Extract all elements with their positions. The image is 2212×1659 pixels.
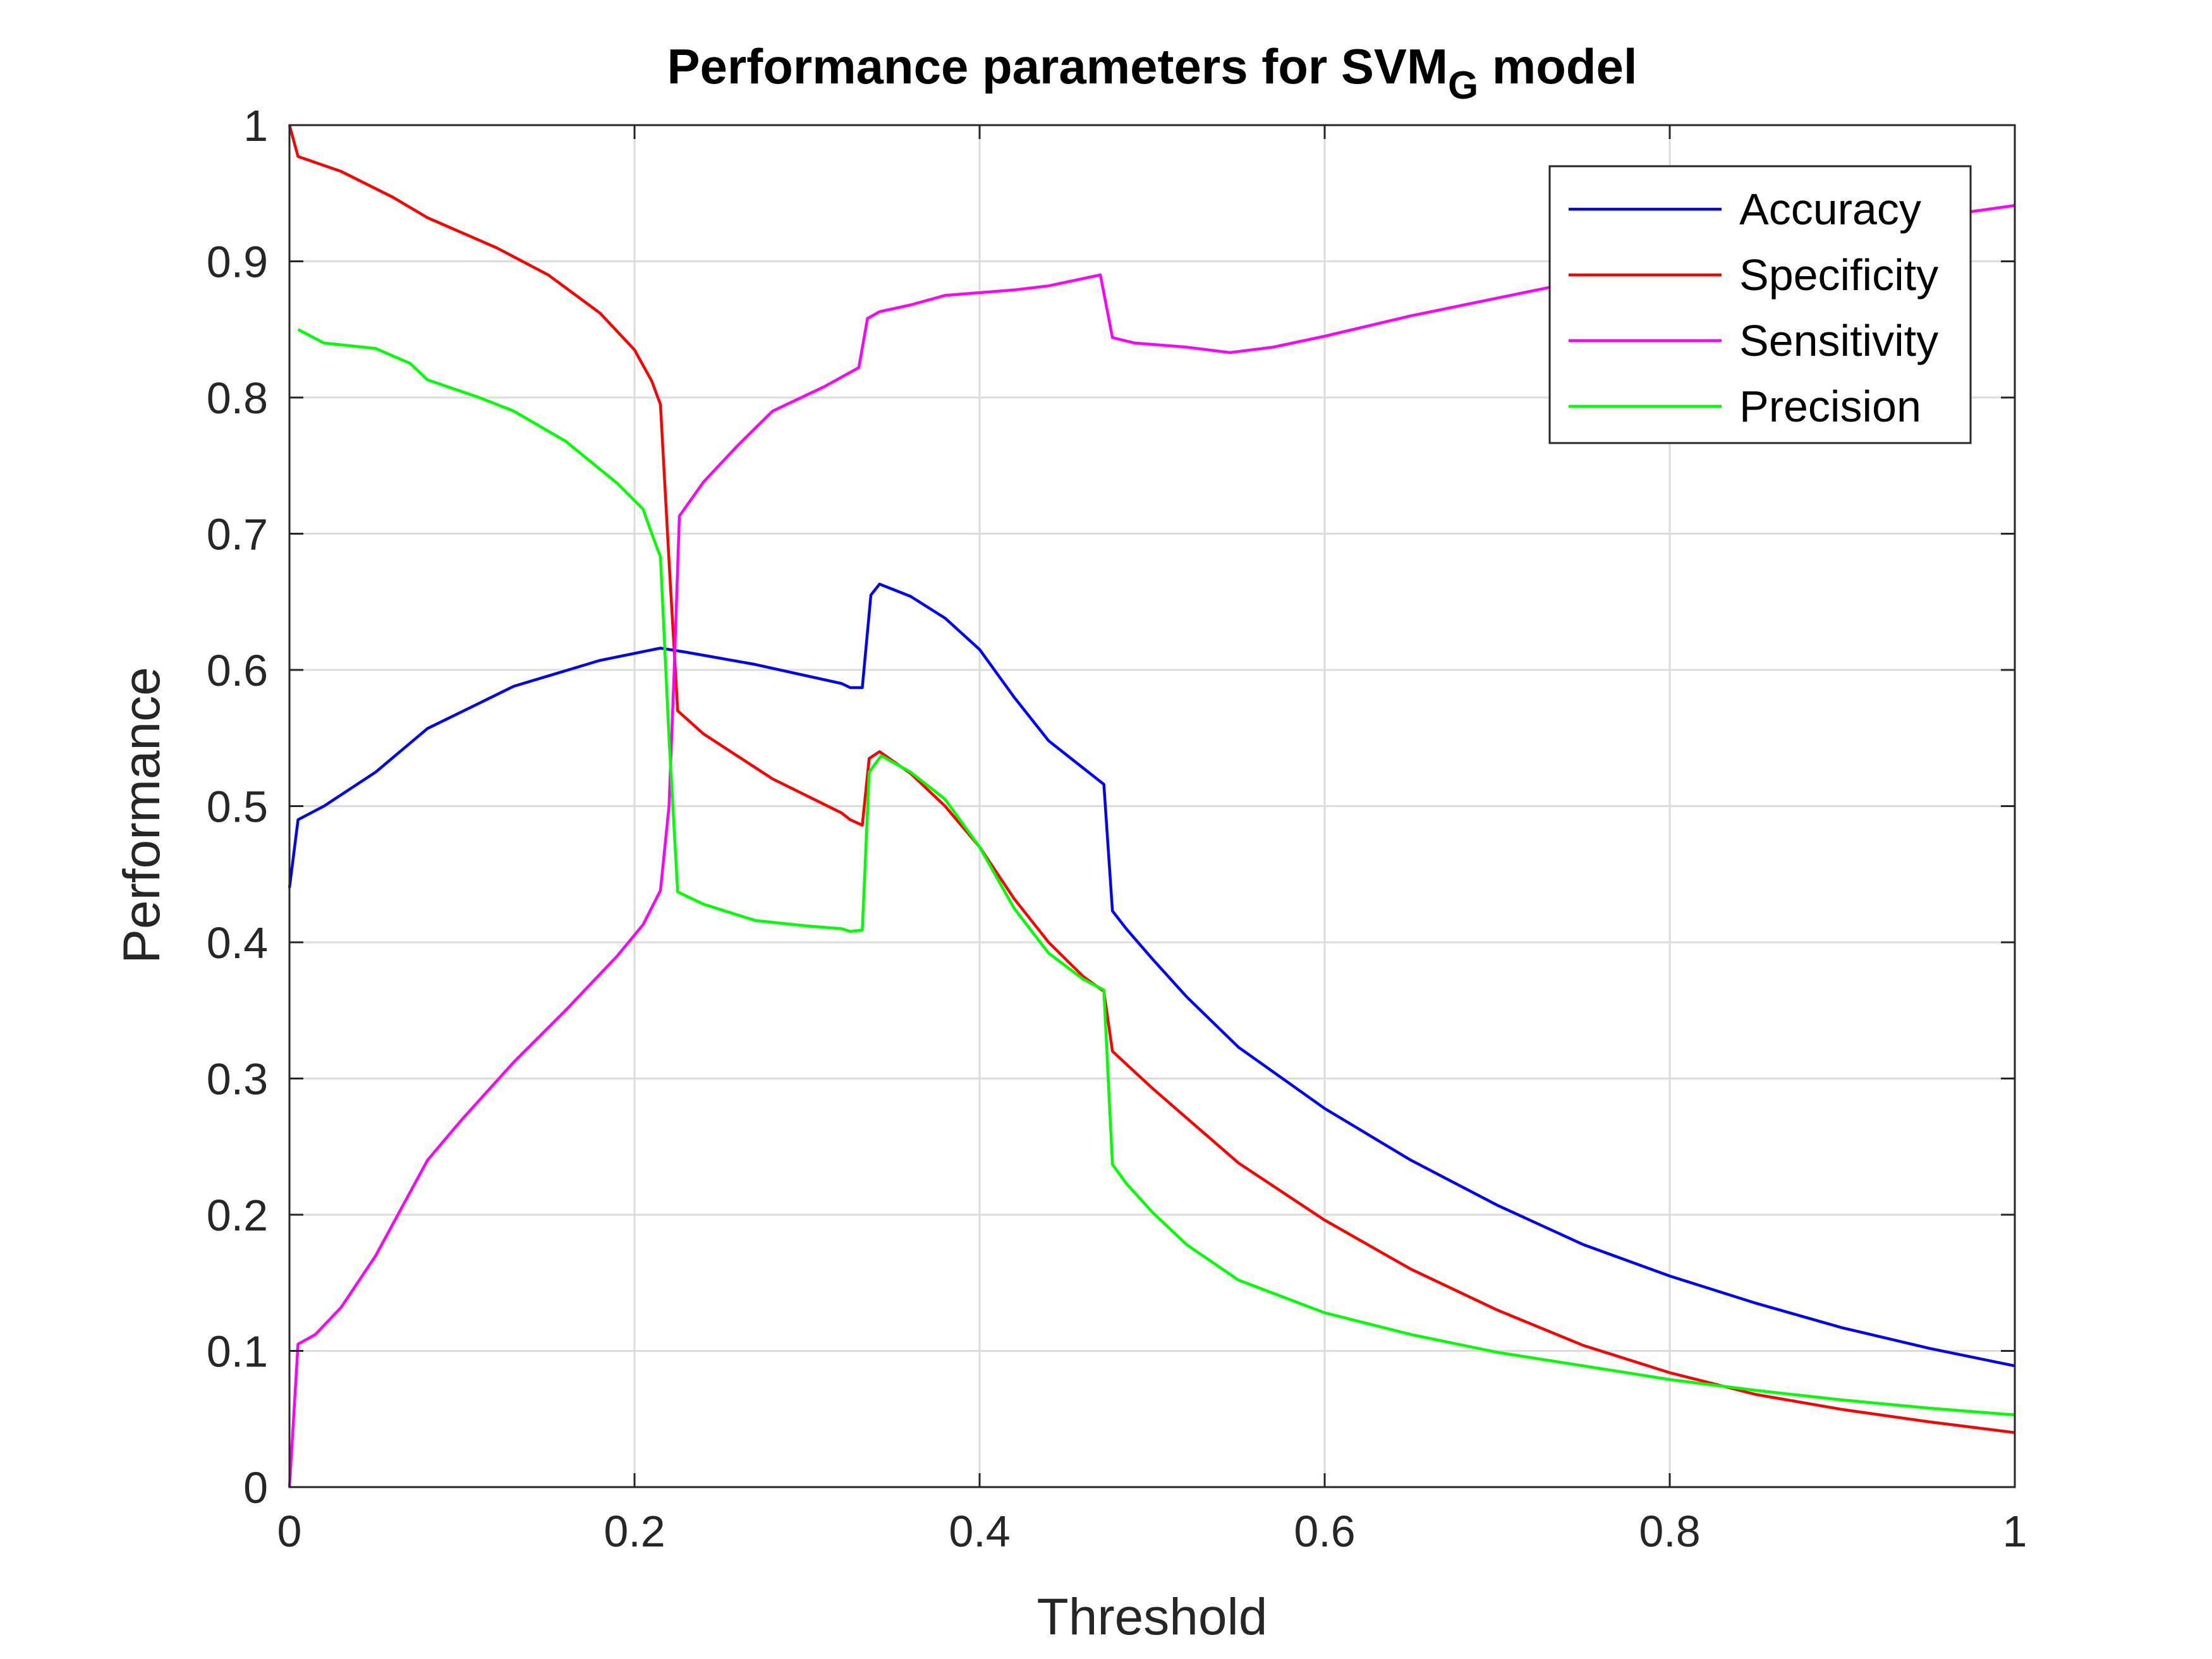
legend-label-specificity: Specificity <box>1739 250 1938 300</box>
y-tick-label: 0.7 <box>207 510 268 559</box>
chart-title-suffix: model <box>1478 39 1637 94</box>
series-line-accuracy <box>288 582 2015 1368</box>
y-tick-label: 1 <box>243 101 268 150</box>
x-tick-label: 1 <box>2003 1507 2027 1556</box>
series-line-sensitivity <box>288 204 2015 1488</box>
x-tick-label: 0 <box>277 1507 302 1556</box>
y-axis-label: Performance <box>113 667 171 963</box>
y-tick-label: 0.8 <box>207 374 268 423</box>
x-tick-label: 0.8 <box>1639 1507 1700 1556</box>
x-tick-label: 0.6 <box>1294 1507 1355 1556</box>
legend-label-accuracy: Accuracy <box>1739 185 1921 234</box>
legend-label-precision: Precision <box>1739 382 1921 431</box>
grid <box>288 124 2016 1488</box>
x-tick-label: 0.4 <box>949 1507 1010 1556</box>
y-tick-label: 0.2 <box>207 1191 268 1240</box>
series-line-specificity <box>288 125 2015 1435</box>
chart-title: Performance parameters for SVMG model <box>667 39 1637 107</box>
axis-ticks: 0 0.2 0.4 0.6 0.8 1 0 0.1 0.2 0.3 0.4 0.5 0.6 0.7 0.8 0… <box>207 101 2027 1556</box>
y-tick-label: 0.6 <box>207 646 268 695</box>
chart-title-subscript: G <box>1448 64 1478 107</box>
y-tick-label: 0.4 <box>207 918 268 968</box>
legend-box <box>1548 165 1972 444</box>
series-line-precision <box>297 328 2015 1417</box>
series-lines <box>288 125 2015 1488</box>
y-tick-label: 0.3 <box>207 1055 268 1104</box>
x-tick-label: 0.2 <box>604 1507 665 1556</box>
legend-label-sensitivity: Sensitivity <box>1739 316 1938 365</box>
y-tick-label: 0 <box>243 1463 268 1512</box>
y-tick-label: 0.1 <box>207 1327 268 1376</box>
y-tick-label: 0.5 <box>207 782 268 832</box>
x-axis-label: Threshold <box>1037 1588 1268 1646</box>
legend: Accuracy Specificity Sensitivity Precision <box>1548 165 1972 444</box>
chart-title-main: Performance parameters for SVM <box>667 39 1447 94</box>
y-tick-label: 0.9 <box>207 238 268 287</box>
